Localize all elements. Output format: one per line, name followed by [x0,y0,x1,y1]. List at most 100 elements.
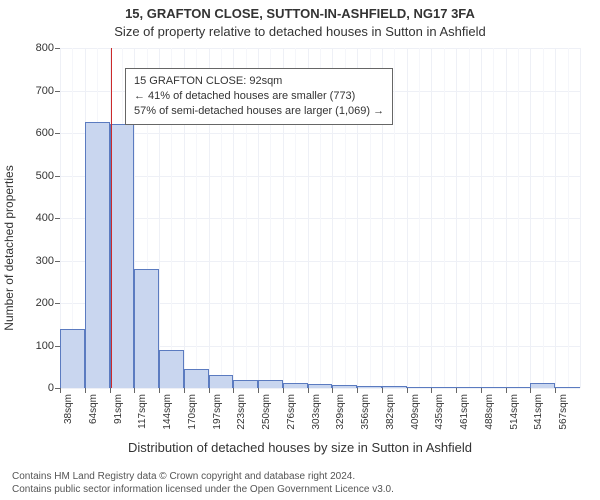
x-tick-label: 250sqm [261,394,272,430]
grid-v-minor [394,48,395,388]
chart-title-main: 15, GRAFTON CLOSE, SUTTON-IN-ASHFIELD, N… [0,6,600,21]
chart-title-sub: Size of property relative to detached ho… [0,24,600,39]
histogram-bar [134,269,159,388]
histogram-bar [357,386,382,388]
x-tick-label: 567sqm [558,394,569,430]
x-tick-mark [209,388,210,393]
x-tick-label: 38sqm [63,394,74,424]
grid-v-minor [444,48,445,388]
histogram-bar [332,385,357,388]
histogram-bar [258,380,283,388]
x-tick-label: 514sqm [509,394,520,430]
x-tick-label: 382sqm [385,394,396,430]
plot-area: 010020030040050060070080038sqm64sqm91sqm… [60,48,580,388]
y-tick-label: 400 [36,212,54,224]
x-tick-label: 329sqm [335,394,346,430]
x-tick-label: 461sqm [459,394,470,430]
x-tick-mark [283,388,284,393]
x-tick-mark [456,388,457,393]
grid-v [506,48,507,388]
x-tick-label: 144sqm [162,394,173,430]
grid-v-minor [419,48,420,388]
y-tick-label: 0 [48,382,54,394]
x-tick-mark [530,388,531,393]
x-tick-mark [431,388,432,393]
histogram-chart: 15, GRAFTON CLOSE, SUTTON-IN-ASHFIELD, N… [0,0,600,500]
histogram-bar [382,386,407,388]
x-axis-title: Distribution of detached houses by size … [0,440,600,455]
grid-v-minor [568,48,569,388]
x-tick-label: 223sqm [236,394,247,430]
x-tick-mark [357,388,358,393]
annotation-box: 15 GRAFTON CLOSE: 92sqm← 41% of detached… [125,68,393,125]
grid-v [580,48,581,388]
x-tick-label: 303sqm [311,394,322,430]
x-tick-label: 488sqm [484,394,495,430]
y-tick-label: 800 [36,42,54,54]
x-tick-label: 64sqm [88,394,99,424]
footer: Contains HM Land Registry data © Crown c… [12,470,394,496]
grid-v-minor [469,48,470,388]
histogram-bar [308,384,333,388]
x-tick-mark [407,388,408,393]
x-tick-label: 197sqm [212,394,223,430]
x-tick-mark [60,388,61,393]
grid-v [481,48,482,388]
x-tick-mark [159,388,160,393]
grid-v [456,48,457,388]
histogram-bar [530,383,555,388]
y-tick-label: 500 [36,170,54,182]
x-tick-mark [382,388,383,393]
grid-v [555,48,556,388]
histogram-bar [283,383,308,388]
grid-v-minor [543,48,544,388]
y-tick-label: 200 [36,297,54,309]
histogram-bar [481,387,506,388]
grid-v [530,48,531,388]
annotation-line: 15 GRAFTON CLOSE: 92sqm [134,74,384,89]
x-tick-mark [481,388,482,393]
x-tick-mark [85,388,86,393]
footer-line-1: Contains HM Land Registry data © Crown c… [12,470,394,483]
grid-v [431,48,432,388]
histogram-bar [456,387,481,388]
y-tick-label: 100 [36,340,54,352]
property-marker-line [111,48,113,388]
x-tick-mark [308,388,309,393]
y-axis-label: Number of detached properties [2,165,16,330]
x-tick-mark [332,388,333,393]
y-tick-label: 700 [36,85,54,97]
grid-h [60,388,580,389]
x-tick-mark [184,388,185,393]
y-tick-label: 600 [36,127,54,139]
x-tick-mark [134,388,135,393]
x-tick-label: 356sqm [360,394,371,430]
grid-v-minor [493,48,494,388]
x-tick-label: 541sqm [533,394,544,430]
grid-v [407,48,408,388]
histogram-bar [159,350,184,388]
x-tick-label: 170sqm [187,394,198,430]
x-tick-mark [110,388,111,393]
x-tick-label: 91sqm [113,394,124,424]
x-tick-mark [506,388,507,393]
histogram-bar [431,387,456,388]
histogram-bar [407,387,432,388]
histogram-bar [60,329,85,389]
x-tick-label: 435sqm [434,394,445,430]
x-tick-mark [555,388,556,393]
histogram-bar [506,387,531,388]
x-tick-mark [258,388,259,393]
footer-line-2: Contains public sector information licen… [12,483,394,496]
histogram-bar [233,380,258,389]
annotation-line: ← 41% of detached houses are smaller (77… [134,89,384,104]
histogram-bar [555,387,580,388]
grid-v-minor [518,48,519,388]
annotation-line: 57% of semi-detached houses are larger (… [134,104,384,119]
histogram-bar [184,369,209,388]
histogram-bar [209,375,234,388]
y-tick-label: 300 [36,255,54,267]
x-tick-label: 409sqm [410,394,421,430]
x-tick-label: 276sqm [286,394,297,430]
x-tick-mark [233,388,234,393]
